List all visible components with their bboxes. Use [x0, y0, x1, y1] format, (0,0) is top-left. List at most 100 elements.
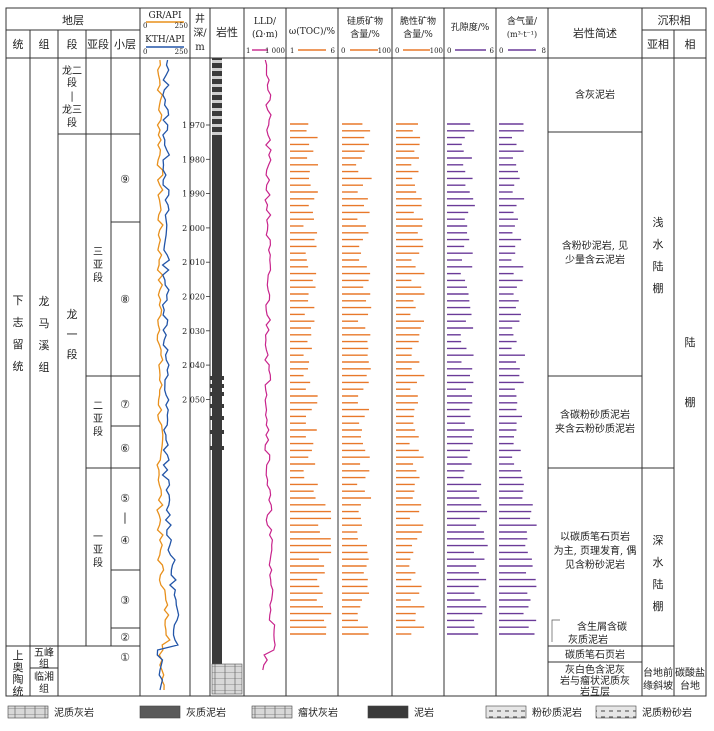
brittle-title-1: 脆性矿物: [400, 15, 436, 27]
lith-light-layer: [212, 116, 222, 119]
lith-silty-layer: [210, 446, 224, 450]
subsection-1-2: 亚: [93, 545, 103, 556]
lith-silty-layer: [210, 430, 224, 434]
desc-1: 含灰泥岩: [575, 88, 615, 101]
system-lower-silurian-3: 留: [13, 338, 24, 351]
gas-range-max: 8: [542, 47, 546, 55]
subfacies-deep-3: 陆: [653, 577, 664, 591]
gas-title-1: 含气量/: [507, 15, 538, 27]
gr-range-min: 0: [143, 22, 147, 30]
facies-header: 相: [685, 38, 696, 51]
figure-frame: [5, 7, 707, 697]
section-long2-2: 段: [67, 76, 77, 89]
layer-3: ③: [120, 594, 130, 607]
brittle-range-max: 100: [430, 47, 443, 55]
lith-light-layer: [212, 60, 222, 63]
strat-texts: 下 志 留 统 上 奥 陶 统 龙 马 溪 组 五峰 组 临湘 组 龙二 段 |…: [13, 64, 104, 698]
system-upper-ordovician-3: 陶: [13, 672, 24, 686]
depth-tick-label: 2 000: [182, 224, 205, 233]
group-linxiang-1: 临湘: [34, 670, 54, 683]
lith-light-layer: [212, 132, 222, 135]
legend-label: 粉砂质泥岩: [532, 706, 582, 719]
kth-curve: [156, 59, 180, 691]
toc-range-max: 6: [331, 47, 336, 55]
lith-light-layer: [212, 92, 222, 95]
mudstone-pattern-icon: [367, 705, 409, 719]
lld-range-min: 1: [246, 47, 250, 55]
section-long1-1: 龙: [67, 308, 78, 321]
silica-range-max: 100: [378, 47, 391, 55]
nodular-limestone-pattern-icon: [251, 705, 293, 719]
system-lower-silurian-4: 统: [13, 360, 24, 373]
subsection-3-3: 段: [93, 271, 103, 284]
layer-5-4-sep: |: [123, 511, 127, 525]
lld-range-max: 1 000: [265, 47, 285, 55]
lith-light-layer: [212, 84, 222, 87]
system-lower-silurian-1: 下: [13, 294, 24, 307]
layer-1: ①: [120, 651, 130, 664]
kth-range-max: 250: [175, 48, 188, 56]
section-long2-sep: |: [70, 91, 73, 102]
lith-title: 岩性: [216, 25, 238, 39]
section-long2-1: 龙二: [62, 64, 82, 77]
subfacies-shallow-2: 水: [653, 238, 664, 251]
depth-tick-label: 1 990: [182, 190, 205, 199]
lith-silty-layer: [210, 384, 224, 388]
gas-range-min: 0: [499, 47, 503, 55]
argillaceous-siltstone-pattern-icon: [595, 705, 637, 719]
brittle-range-min: 0: [395, 47, 399, 55]
marly-limestone-pattern-icon: [7, 705, 49, 719]
lith-silty-layer: [210, 404, 224, 408]
toc-range-min: 1: [290, 47, 294, 55]
facies-shelf-1: 陆: [685, 335, 696, 349]
lith-silty-layer: [210, 392, 224, 396]
layer-4: ④: [120, 534, 130, 547]
lld-curve: [262, 59, 276, 671]
group-longmaxi-4: 组: [39, 360, 50, 374]
subfacies-deep-1: 深: [653, 534, 664, 547]
silica-range-min: 0: [341, 47, 345, 55]
subsection-3-1: 三: [93, 247, 103, 258]
desc-4-line1: 以碳质笔石页岩: [560, 530, 630, 543]
lith-light-layer: [212, 100, 222, 103]
gr-curve: [156, 59, 171, 691]
depth-title-3: m: [195, 42, 205, 53]
desc-4-line3: 见含粉砂泥岩: [565, 558, 625, 571]
toc-title: ω(TOC)/%: [289, 26, 336, 37]
desc-title: 岩性简述: [573, 26, 617, 40]
lith-silty-layer: [210, 376, 224, 380]
depth-tick-label: 2 020: [182, 293, 205, 302]
layer-6: ⑥: [120, 442, 130, 455]
lith-light-layer: [212, 68, 222, 71]
depth-tick-label: 1 980: [182, 155, 205, 164]
legend-label: 瘤状灰岩: [298, 706, 338, 719]
log-bars: [290, 123, 537, 635]
silica-title-2: 含量/%: [350, 28, 380, 40]
depth-tick-label: 2 040: [182, 361, 205, 370]
legend-label: 泥岩: [414, 706, 434, 719]
header-labels: 地层 统 组 段 亚段 小层 GR/API 0 250 KTH/API 0 25…: [13, 11, 696, 56]
group-wufeng-2: 组: [39, 657, 49, 670]
group-linxiang-2: 组: [39, 682, 49, 695]
system-upper-ordovician-4: 统: [13, 685, 24, 698]
depth-tick-label: 2 030: [182, 327, 205, 336]
subfacies-header: 亚相: [647, 38, 669, 51]
gr-title: GR/API: [148, 11, 182, 21]
subfacies-slope-2: 缘斜坡: [643, 679, 673, 692]
desc-6: 碳质笔石页岩: [565, 648, 625, 661]
depth-title-2: 深/: [193, 27, 207, 39]
section-long3-1: 龙三: [62, 103, 82, 116]
legend-label: 泥质灰岩: [54, 706, 94, 719]
lith-silty-layer: [210, 416, 224, 420]
system-upper-ordovician-1: 上: [13, 649, 24, 662]
subfacies-shallow-1: 浅: [653, 216, 664, 229]
lith-light-layer: [212, 76, 222, 79]
porosity-range-min: 0: [447, 47, 451, 55]
desc-3-line2: 夹含云粉砂质泥岩: [555, 422, 635, 435]
desc-7-line3: 岩互层: [580, 685, 610, 698]
kth-range-min: 0: [143, 48, 147, 56]
group-longmaxi-2: 马: [39, 317, 50, 330]
subsection-2-3: 段: [93, 425, 103, 438]
depth-axis: 1 970 1 980 1 990 2 000 2 010 2 020 2 030 2 040…: [182, 121, 210, 404]
lith-limestone-band: [211, 663, 243, 695]
